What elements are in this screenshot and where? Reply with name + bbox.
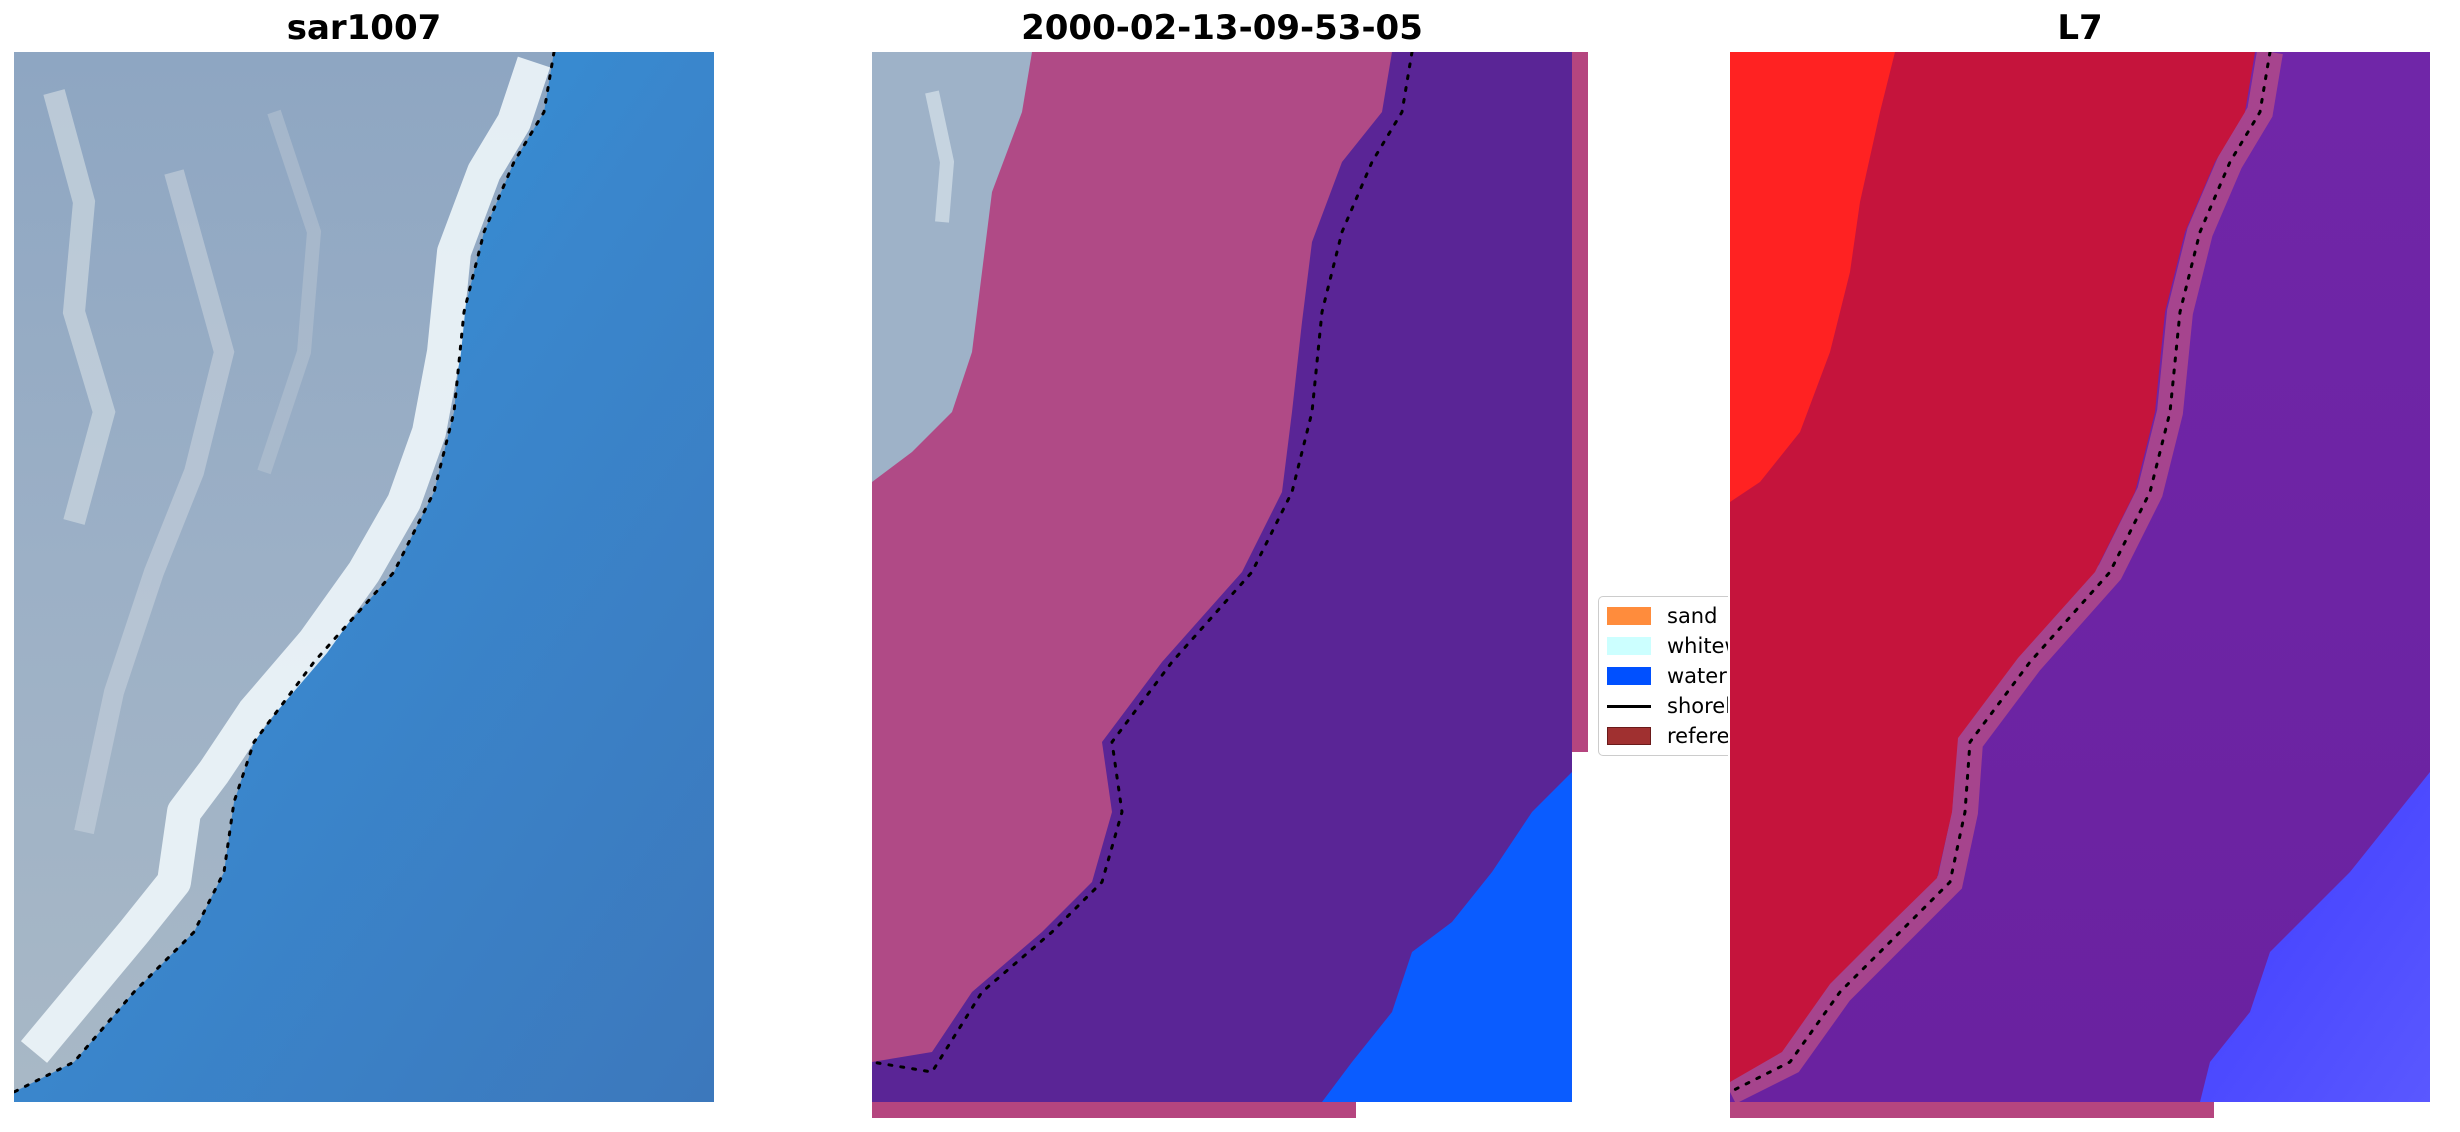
l7-panel	[1730, 52, 2430, 1102]
whitewater-band	[20, 56, 551, 1063]
pure-water-area	[1322, 772, 1572, 1102]
panel-title-l7: L7	[2057, 8, 2103, 48]
legend-item-water: water	[1607, 663, 1727, 689]
unclassified-rgb-area	[872, 52, 1032, 482]
legend-label: referer	[1667, 724, 1728, 748]
legend-item-sand: sand	[1607, 603, 1717, 629]
legend-swatch-water	[1607, 667, 1651, 685]
blue-score-area	[2200, 772, 2430, 1102]
panel-title-rgb: sar1007	[286, 8, 442, 48]
edge-strip-bottom	[872, 1102, 1356, 1118]
legend-item-shoreline: shorel	[1607, 693, 1728, 719]
panel-title-classification: 2000-02-13-09-53-05	[1021, 8, 1423, 48]
legend-label: sand	[1667, 604, 1718, 628]
rgb-image	[14, 52, 714, 1102]
legend-swatch-sand	[1607, 607, 1651, 625]
rgb-image-panel	[14, 52, 714, 1102]
shoreline	[14, 52, 556, 1094]
l7-image	[1730, 52, 2430, 1102]
inland-streak	[257, 109, 322, 475]
classification-image	[872, 52, 1572, 1102]
land-score-area	[1730, 52, 2255, 1082]
inland-streak	[43, 89, 116, 525]
legend-swatch-shoreline	[1607, 704, 1651, 708]
inland-streak	[925, 90, 955, 223]
land-class-area	[872, 52, 1392, 1062]
legend-label: water	[1667, 664, 1727, 688]
inland-streak	[74, 169, 235, 835]
land-area	[14, 52, 554, 1092]
edge-strip-bottom-l7	[1730, 1102, 2214, 1118]
legend-label: shorel	[1667, 694, 1728, 718]
shoreline	[1730, 52, 2272, 1094]
bright-red-area	[1730, 52, 1895, 502]
shoreline	[872, 52, 1414, 1074]
legend-item-reference: referer	[1607, 723, 1728, 749]
edge-strip-right	[1572, 52, 1588, 752]
legend-swatch-reference	[1607, 727, 1651, 745]
classification-panel	[872, 52, 1572, 1102]
legend-swatch-whitewater	[1607, 637, 1651, 655]
